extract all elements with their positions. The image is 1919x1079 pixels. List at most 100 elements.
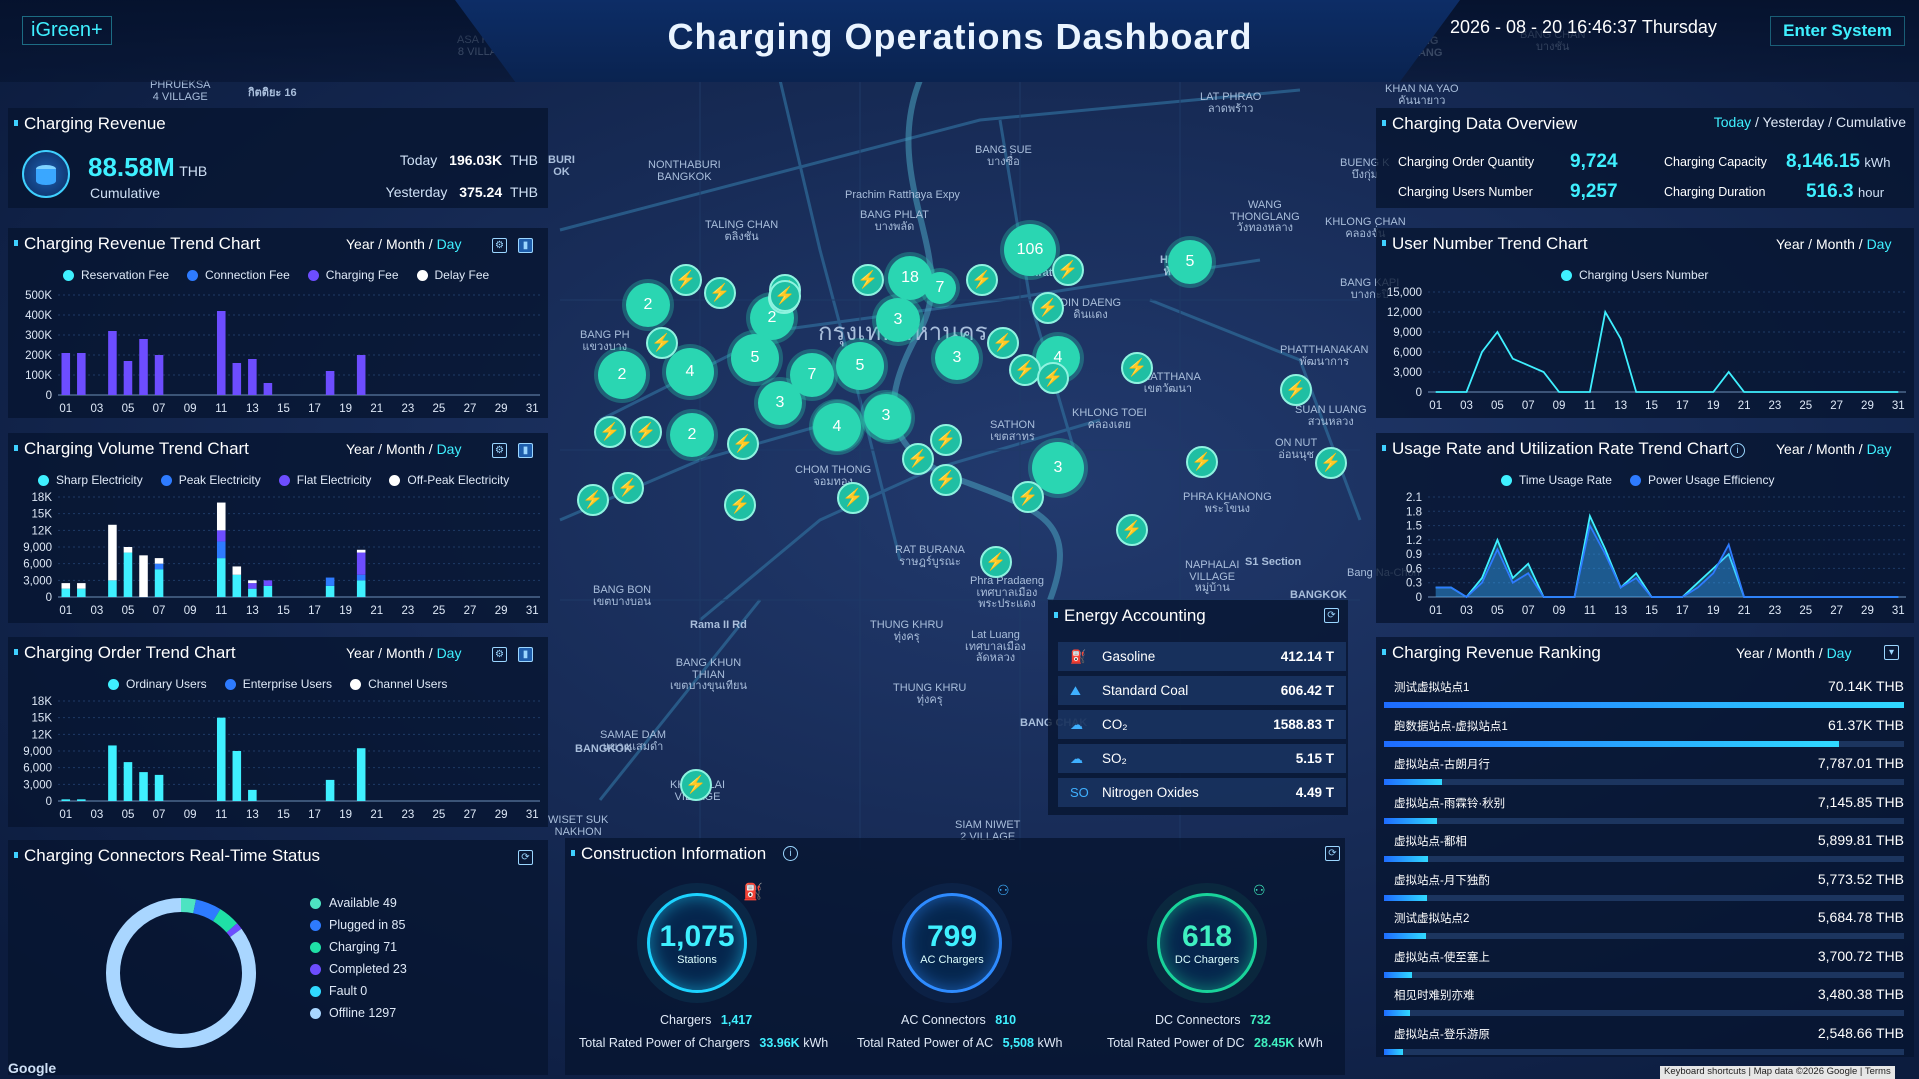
ranking-item[interactable]: 跑数据站点-虚拟站点1 61.37K THB [1376, 714, 1914, 752]
ranking-item[interactable]: 虚拟站点-古朗月行 7,787.01 THB [1376, 752, 1914, 790]
tab-today[interactable]: Today [1713, 114, 1752, 130]
charging-station-icon[interactable]: ⚡ [966, 264, 998, 296]
ranking-item[interactable]: 测试虚拟站点1 70.14K THB [1376, 675, 1914, 713]
info-icon[interactable]: i [1730, 443, 1745, 458]
charging-station-icon[interactable]: ⚡ [1121, 352, 1153, 384]
charging-station-icon[interactable]: ⚡ [630, 416, 662, 448]
toggle-day[interactable]: Day [436, 645, 462, 661]
app-logo[interactable]: iGreen+ [22, 16, 112, 45]
keyboard-shortcuts-link[interactable]: Keyboard shortcuts [1664, 1066, 1746, 1077]
legend-item[interactable]: Off-Peak Electricity [389, 473, 509, 487]
legend-item[interactable]: Ordinary Users [108, 677, 207, 691]
toggle-month[interactable]: Month [385, 441, 425, 457]
charging-station-icon[interactable]: ⚡ [724, 489, 756, 521]
enter-system-button[interactable]: Enter System [1770, 16, 1905, 46]
map-cluster[interactable]: 4 [813, 403, 861, 451]
charging-station-icon[interactable]: ⚡ [902, 443, 934, 475]
charging-station-icon[interactable]: ⚡ [1186, 446, 1218, 478]
charging-station-icon[interactable]: ⚡ [852, 264, 884, 296]
toggle-year[interactable]: Year [1776, 236, 1805, 252]
map-cluster[interactable]: 5 [1168, 240, 1212, 284]
map-cluster[interactable]: 2 [598, 351, 646, 399]
charging-station-icon[interactable]: ⚡ [1032, 292, 1064, 324]
toggle-month[interactable]: Month [1815, 236, 1855, 252]
charging-station-icon[interactable]: ⚡ [680, 769, 712, 801]
ranking-item[interactable]: 相见时难别亦难 3,480.38 THB [1376, 983, 1914, 1021]
toggle-month[interactable]: Month [385, 236, 425, 252]
charging-station-icon[interactable]: ⚡ [577, 484, 609, 516]
settings-icon[interactable]: ⚙ [492, 647, 507, 662]
connector-legend-item[interactable]: Completed 23 [310, 958, 407, 980]
user-trend-period-toggle[interactable]: Year / Month / Day [1776, 236, 1891, 252]
settings-icon[interactable]: ⚙ [492, 238, 507, 253]
ranking-period-toggle[interactable]: Year / Month / Day [1736, 645, 1851, 661]
info-icon[interactable]: i [783, 846, 798, 861]
toggle-month[interactable]: Month [385, 645, 425, 661]
bar-chart-icon[interactable]: ▮ [518, 443, 533, 458]
charging-station-icon[interactable]: ⚡ [837, 482, 869, 514]
overview-tabs[interactable]: Today / Yesterday / Cumulative [1713, 114, 1906, 130]
charging-station-icon[interactable]: ⚡ [1315, 447, 1347, 479]
charging-station-icon[interactable]: ⚡ [1116, 514, 1148, 546]
connector-legend-item[interactable]: Plugged in 85 [310, 914, 407, 936]
toggle-day[interactable]: Day [436, 441, 462, 457]
map-cluster[interactable]: 2 [670, 413, 714, 457]
legend-item[interactable]: Sharp Electricity [38, 473, 143, 487]
map-cluster[interactable]: 7 [924, 272, 956, 304]
toggle-day[interactable]: Day [1866, 236, 1892, 252]
toggle-year[interactable]: Year [1776, 441, 1805, 457]
map-cluster[interactable]: 2 [626, 283, 670, 327]
charging-station-icon[interactable]: ⚡ [1009, 354, 1041, 386]
toggle-year[interactable]: Year [346, 645, 375, 661]
toggle-day[interactable]: Day [436, 236, 462, 252]
charging-station-icon[interactable]: ⚡ [769, 280, 801, 312]
charging-station-icon[interactable]: ⚡ [704, 277, 736, 309]
toggle-year[interactable]: Year [1736, 645, 1765, 661]
charging-station-icon[interactable]: ⚡ [1012, 481, 1044, 513]
ranking-item[interactable]: 虚拟站点-使至塞上 3,700.72 THB [1376, 945, 1914, 983]
map-cluster[interactable]: 3 [1032, 442, 1084, 494]
charging-station-icon[interactable]: ⚡ [727, 428, 759, 460]
map-cluster[interactable]: 5 [836, 342, 884, 390]
legend-item[interactable]: Charging Users Number [1561, 268, 1708, 282]
charging-station-icon[interactable]: ⚡ [930, 464, 962, 496]
connector-legend-item[interactable]: Offline 1297 [310, 1002, 407, 1024]
connector-legend-item[interactable]: Available 49 [310, 892, 407, 914]
google-logo[interactable]: Google [8, 1060, 57, 1076]
map-cluster[interactable]: 5 [731, 334, 779, 382]
legend-item[interactable]: Power Usage Efficiency [1629, 473, 1774, 487]
legend-item[interactable]: Delay Fee [416, 268, 489, 282]
revenue-trend-period-toggle[interactable]: Year / Month / Day [346, 236, 461, 252]
bar-chart-icon[interactable]: ▮ [518, 647, 533, 662]
charging-station-icon[interactable]: ⚡ [930, 424, 962, 456]
legend-item[interactable]: Channel Users [350, 677, 447, 691]
refresh-icon[interactable]: ⟳ [518, 850, 533, 865]
connector-legend-item[interactable]: Fault 0 [310, 980, 407, 1002]
ranking-item[interactable]: 虚拟站点-鄱相 5,899.81 THB [1376, 829, 1914, 867]
charging-station-icon[interactable]: ⚡ [594, 416, 626, 448]
toggle-day[interactable]: Day [1826, 645, 1852, 661]
charging-station-icon[interactable]: ⚡ [1280, 374, 1312, 406]
settings-icon[interactable]: ⚙ [492, 443, 507, 458]
legend-item[interactable]: Reservation Fee [63, 268, 169, 282]
map-cluster[interactable]: 4 [666, 348, 714, 396]
map-cluster[interactable]: 3 [935, 336, 979, 380]
charging-station-icon[interactable]: ⚡ [1052, 254, 1084, 286]
toggle-month[interactable]: Month [1815, 441, 1855, 457]
ranking-item[interactable]: 虚拟站点-月下独酌 5,773.52 THB [1376, 868, 1914, 906]
charging-station-icon[interactable]: ⚡ [612, 472, 644, 504]
charging-station-icon[interactable]: ⚡ [987, 327, 1019, 359]
legend-item[interactable]: Connection Fee [187, 268, 290, 282]
bar-chart-icon[interactable]: ▮ [518, 238, 533, 253]
ranking-item[interactable]: 虚拟站点-雨霖铃·秋别 7,145.85 THB [1376, 791, 1914, 829]
toggle-day[interactable]: Day [1866, 441, 1892, 457]
charging-station-icon[interactable]: ⚡ [646, 327, 678, 359]
charging-station-icon[interactable]: ⚡ [980, 546, 1012, 578]
toggle-year[interactable]: Year [346, 236, 375, 252]
map-cluster[interactable]: 3 [864, 394, 908, 438]
toggle-year[interactable]: Year [346, 441, 375, 457]
usage-trend-period-toggle[interactable]: Year / Month / Day [1776, 441, 1891, 457]
legend-item[interactable]: Flat Electricity [278, 473, 371, 487]
volume-trend-period-toggle[interactable]: Year / Month / Day [346, 441, 461, 457]
charging-station-icon[interactable]: ⚡ [670, 264, 702, 296]
